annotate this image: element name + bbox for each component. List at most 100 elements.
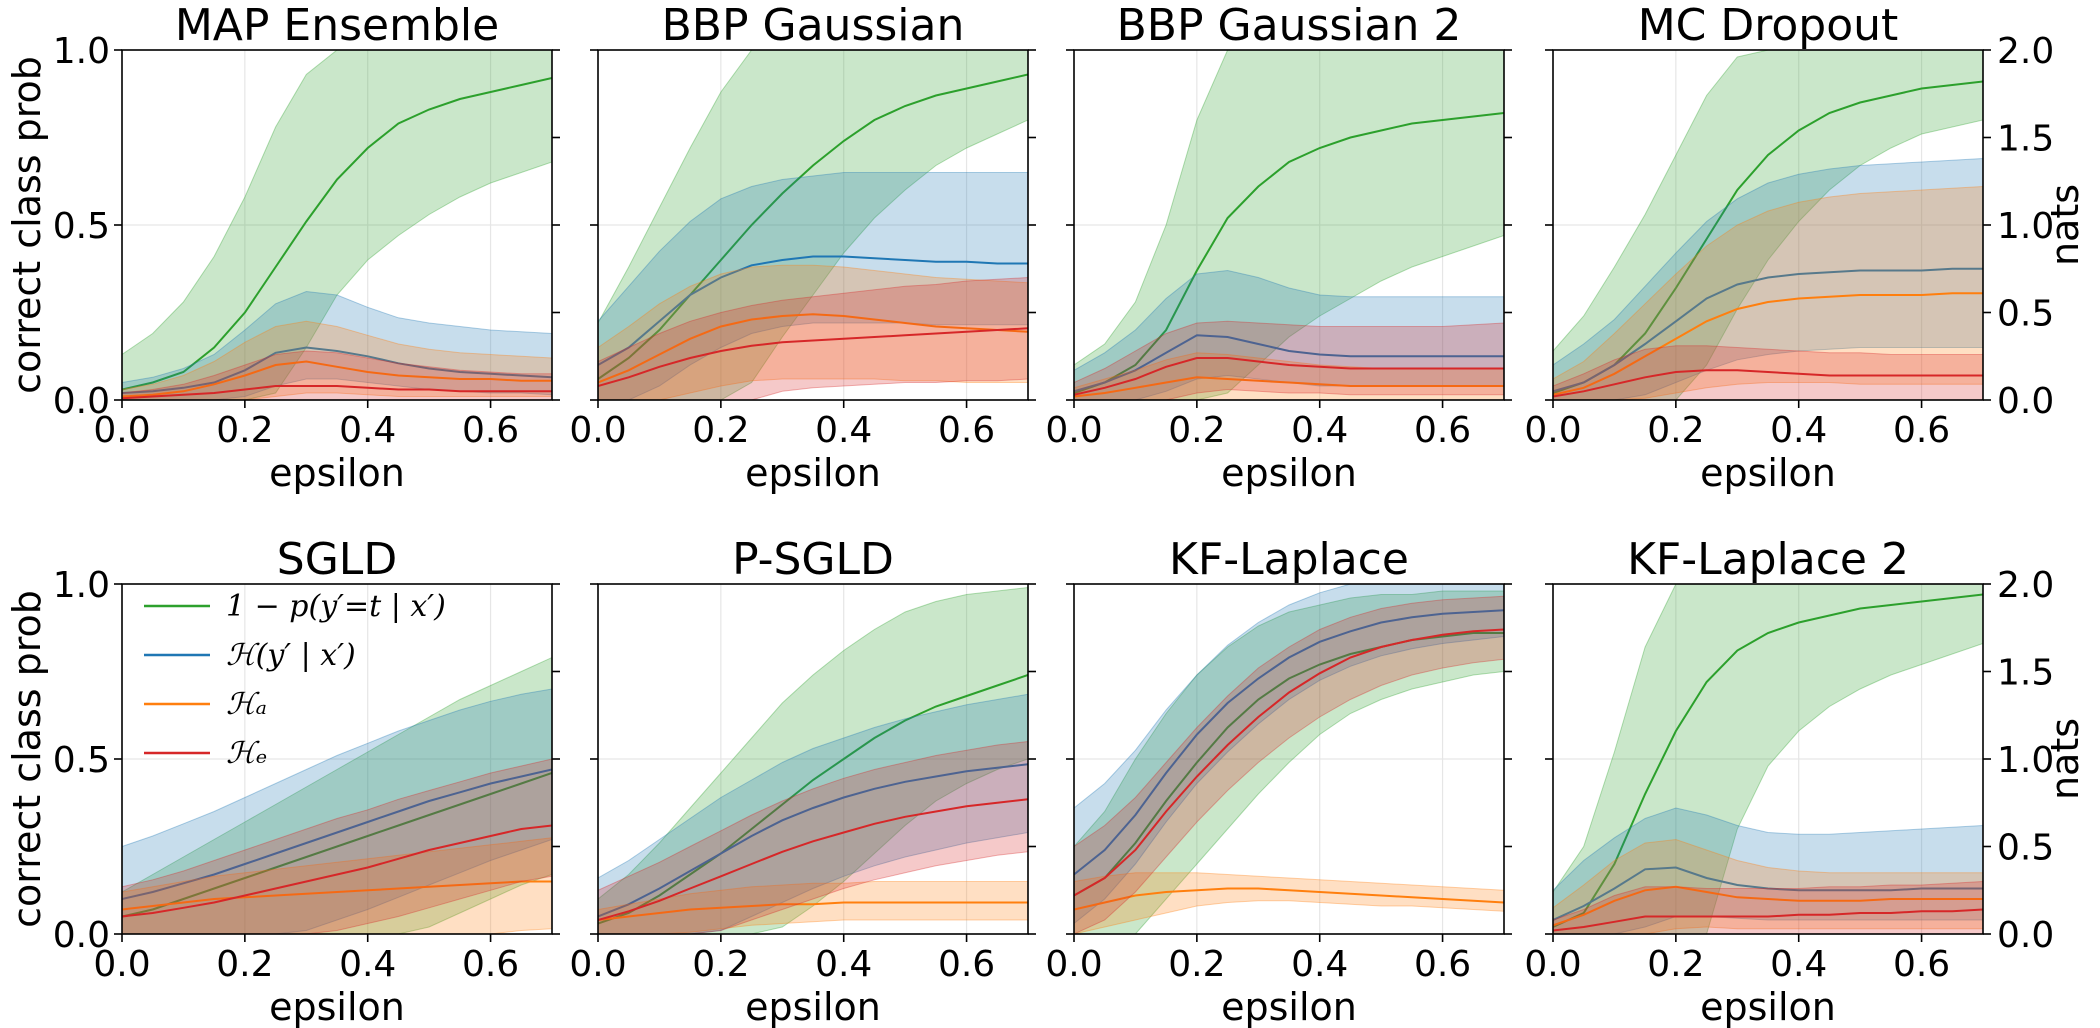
panel-p-sgld: P-SGLD 0.0 0.2 0.4 0.6 epsilon: [569, 534, 1036, 1028]
line-green: [122, 772, 552, 918]
legend-label: ℋₐ: [226, 687, 267, 722]
x-tick-label: 0.2: [216, 410, 273, 451]
line-orange: [598, 901, 1028, 921]
band-orange: [598, 264, 1028, 400]
x-axis-label: epsilon: [1700, 451, 1836, 495]
line-red: [1074, 357, 1504, 396]
legend-label: 1 − p(y′=t | x′): [226, 589, 446, 624]
x-tick-label: 0.4: [1291, 410, 1348, 451]
line-blue: [598, 763, 1028, 918]
line-blue: [1074, 609, 1504, 876]
panel-sgld: SGLD 0.0 0.2 0.4 0.6 epsilon 0.0 0.5 1.0correct …: [5, 534, 560, 1028]
y2-tick-label: 1.0: [1997, 206, 2054, 247]
legend: 1 − p(y′=t | x′) ℋ(y′ | x′) ℋₐ ℋₑ: [144, 589, 446, 771]
x-tick-label: 0.2: [216, 944, 273, 985]
line-orange: [1074, 376, 1504, 398]
line-blue: [122, 768, 552, 900]
x-tick-label: 0.2: [692, 410, 749, 451]
band-green: [122, 50, 552, 400]
line-orange: [1553, 292, 1983, 396]
x-tick-label: 0.0: [1524, 410, 1581, 451]
band-red: [122, 758, 552, 934]
y2-tick-label: 0.5: [1997, 294, 2054, 335]
line-blue: [1553, 866, 1983, 921]
x-axis-label: epsilon: [269, 451, 405, 495]
band-orange: [598, 881, 1028, 934]
band-red: [598, 276, 1028, 400]
x-tick-label: 0.0: [93, 944, 150, 985]
x-tick-label: 0.4: [1291, 944, 1348, 985]
y2-axis-label: nats: [2043, 718, 2087, 800]
x-tick-label: 0.2: [692, 944, 749, 985]
x-tick-label: 0.0: [1524, 944, 1581, 985]
panel-title: MAP Ensemble: [175, 0, 499, 51]
line-orange: [1553, 885, 1983, 927]
panel-title: KF-Laplace 2: [1627, 534, 1909, 585]
y-tick-label: 0.0: [53, 915, 110, 956]
band-red: [1074, 595, 1504, 934]
plot-area: [1074, 584, 1504, 934]
band-orange: [1074, 872, 1504, 934]
x-tick-label: 0.0: [1045, 944, 1102, 985]
line-blue: [598, 255, 1028, 366]
line-green: [1074, 112, 1504, 394]
x-tick-label: 0.2: [1647, 410, 1704, 451]
x-axis-label: epsilon: [1700, 985, 1836, 1028]
line-blue: [122, 346, 552, 394]
line-orange: [122, 880, 552, 911]
x-tick-label: 0.6: [1893, 944, 1950, 985]
panel-title: P-SGLD: [732, 534, 894, 585]
y2-tick-label: 2.0: [1997, 31, 2054, 72]
y2-axis-label: nats: [2043, 184, 2087, 266]
y-tick-label: 1.0: [53, 31, 110, 72]
y-axis-label: correct class prob: [5, 590, 49, 928]
panel-bbp-gaussian: BBP Gaussian 0.0 0.2 0.4 0.6 epsilon: [569, 0, 1036, 495]
plot-area: [122, 50, 552, 400]
line-green: [1553, 593, 1983, 928]
x-tick-label: 0.6: [1414, 944, 1471, 985]
x-axis-label: epsilon: [745, 451, 881, 495]
band-blue: [598, 172, 1028, 400]
band-blue: [598, 693, 1028, 934]
band-green: [598, 586, 1028, 934]
line-orange: [122, 360, 552, 398]
legend-label: ℋ(y′ | x′): [226, 638, 356, 673]
band-green: [598, 50, 1028, 400]
line-green: [598, 674, 1028, 925]
line-orange: [1074, 887, 1504, 911]
band-red: [1553, 880, 1983, 934]
y-tick-label: 0.5: [53, 740, 110, 781]
line-red: [122, 824, 552, 918]
x-tick-label: 0.2: [1168, 410, 1225, 451]
x-tick-label: 0.6: [938, 944, 995, 985]
panel-kf-laplace-2: KF-Laplace 2 0.0 0.2 0.4 0.6 epsilon 0.0 0.5 1.0…: [1524, 534, 2087, 1028]
plot-area: [1553, 584, 1983, 934]
y2-tick-label: 1.5: [1997, 653, 2054, 694]
panel-bbp-gaussian-2: BBP Gaussian 2 0.0 0.2 0.4 0.6 epsilon: [1045, 0, 1512, 495]
x-tick-label: 0.2: [1168, 944, 1225, 985]
line-orange: [598, 313, 1028, 384]
panel-mc-dropout: MC Dropout 0.0 0.2 0.4 0.6 epsilon 0.0 0.5 1.0 1.…: [1524, 0, 2087, 495]
line-green: [598, 73, 1028, 380]
x-tick-label: 0.0: [569, 944, 626, 985]
panel-title: KF-Laplace: [1169, 534, 1409, 585]
band-blue: [122, 290, 552, 400]
band-blue: [122, 688, 552, 934]
x-tick-label: 0.6: [1893, 410, 1950, 451]
y2-tick-label: 0.0: [1997, 381, 2054, 422]
band-orange: [122, 837, 552, 934]
band-red: [1074, 320, 1504, 400]
y2-tick-label: 1.5: [1997, 119, 2054, 160]
x-tick-label: 0.4: [339, 944, 396, 985]
panel-title: MC Dropout: [1638, 0, 1899, 51]
line-red: [1553, 908, 1983, 932]
x-tick-label: 0.0: [1045, 410, 1102, 451]
y-tick-label: 0.0: [53, 381, 110, 422]
band-green: [1553, 584, 1983, 934]
x-tick-label: 0.4: [815, 944, 872, 985]
band-blue: [1074, 584, 1504, 925]
line-blue: [1553, 267, 1983, 393]
band-red: [598, 740, 1028, 934]
plot-area: [598, 50, 1028, 400]
